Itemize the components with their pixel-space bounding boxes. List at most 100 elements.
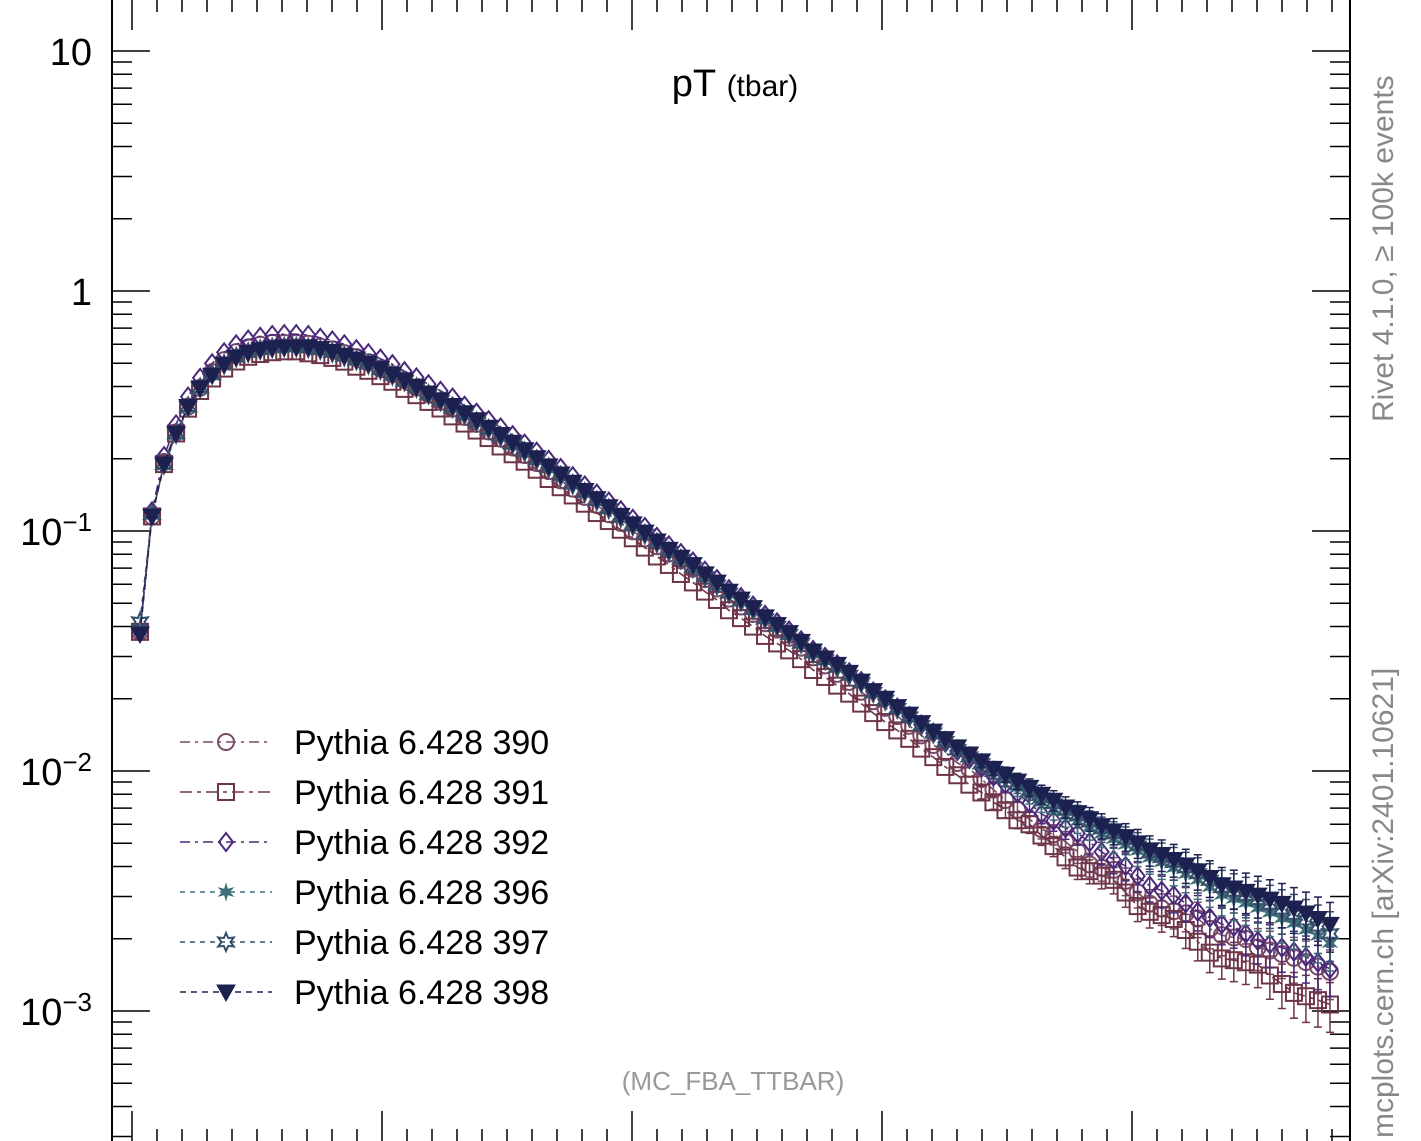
series-5 bbox=[130, 335, 1340, 963]
data-point bbox=[502, 432, 523, 456]
data-point bbox=[550, 464, 571, 488]
analysis-label: (MC_FBA_TTBAR) bbox=[622, 1066, 844, 1096]
data-point bbox=[646, 531, 667, 555]
data-point bbox=[1189, 901, 1207, 923]
data-point bbox=[130, 626, 150, 644]
data-point bbox=[442, 396, 463, 420]
series-layer bbox=[130, 323, 1340, 1034]
data-point bbox=[731, 589, 751, 613]
data-point bbox=[1237, 923, 1255, 945]
data-point bbox=[1285, 940, 1303, 963]
y-tick-label: 10−1 bbox=[20, 507, 92, 554]
data-point bbox=[1200, 943, 1219, 962]
data-point bbox=[1141, 875, 1158, 897]
legend-marker bbox=[216, 984, 236, 1003]
legend-label: Pythia 6.428 390 bbox=[294, 724, 549, 762]
data-point bbox=[142, 508, 162, 527]
data-point bbox=[1284, 983, 1303, 1002]
data-point bbox=[1081, 831, 1098, 853]
legend-label: Pythia 6.428 391 bbox=[294, 774, 549, 812]
data-point bbox=[202, 367, 222, 386]
legend-label: Pythia 6.428 392 bbox=[294, 824, 549, 862]
data-point bbox=[682, 556, 703, 580]
data-point bbox=[1032, 826, 1051, 845]
data-point bbox=[514, 440, 535, 464]
data-point bbox=[526, 448, 547, 472]
data-point bbox=[538, 456, 559, 480]
data-point bbox=[562, 472, 583, 496]
data-point bbox=[1129, 865, 1146, 887]
data-point bbox=[1201, 906, 1219, 929]
data-point bbox=[1212, 949, 1231, 968]
data-point bbox=[154, 456, 174, 475]
data-point bbox=[839, 664, 860, 683]
legend-entry: Pythia 6.428 398 bbox=[180, 974, 549, 1012]
data-point bbox=[1116, 883, 1135, 902]
data-point bbox=[622, 514, 643, 538]
data-point bbox=[226, 349, 247, 368]
data-point bbox=[887, 697, 908, 721]
data-point bbox=[875, 688, 896, 712]
data-point bbox=[851, 673, 872, 692]
data-point bbox=[791, 633, 811, 652]
data-point bbox=[731, 591, 751, 610]
data-point bbox=[274, 339, 295, 358]
data-point bbox=[900, 729, 919, 748]
data-point bbox=[827, 656, 848, 679]
data-point bbox=[1045, 810, 1062, 832]
data-point bbox=[1224, 951, 1243, 970]
data-point bbox=[923, 721, 944, 745]
data-point bbox=[948, 766, 967, 785]
data-point bbox=[911, 714, 932, 738]
data-point bbox=[1296, 987, 1315, 1006]
legend: Pythia 6.428 390 Pythia 6.428 391 Pythia 6… bbox=[180, 724, 549, 1012]
legend-marker bbox=[217, 882, 235, 902]
legend-entry: Pythia 6.428 396 bbox=[180, 874, 549, 912]
data-point bbox=[658, 540, 679, 563]
data-point bbox=[996, 801, 1015, 820]
data-point bbox=[1153, 880, 1170, 902]
y-tick-label: 1 bbox=[71, 272, 92, 314]
side-label-top: Rivet 4.1.0, ≥ 100k events bbox=[1367, 75, 1400, 422]
legend-label: Pythia 6.428 396 bbox=[294, 874, 549, 912]
data-point bbox=[851, 671, 872, 695]
data-point bbox=[899, 705, 920, 729]
data-point bbox=[719, 581, 739, 605]
data-point bbox=[1297, 946, 1315, 968]
data-point bbox=[262, 340, 283, 358]
data-point bbox=[779, 625, 799, 643]
data-point bbox=[670, 547, 691, 571]
data-point bbox=[694, 565, 715, 589]
data-point bbox=[1008, 811, 1027, 830]
data-point bbox=[178, 399, 198, 417]
legend-marker bbox=[217, 831, 235, 853]
data-point bbox=[214, 356, 234, 375]
legend-marker bbox=[216, 930, 236, 954]
data-point bbox=[959, 745, 980, 769]
legend-marker bbox=[217, 733, 235, 751]
data-point bbox=[935, 730, 956, 754]
data-point bbox=[1140, 902, 1159, 921]
series-line bbox=[139, 350, 1331, 1006]
data-point bbox=[839, 664, 860, 687]
data-point bbox=[1128, 897, 1147, 916]
data-point bbox=[1165, 884, 1182, 906]
data-point bbox=[1261, 933, 1279, 955]
data-point bbox=[454, 403, 475, 427]
data-point bbox=[250, 342, 271, 360]
data-point bbox=[1273, 937, 1291, 959]
data-point bbox=[1309, 952, 1327, 974]
y-tick-label: 10−3 bbox=[20, 987, 92, 1034]
data-point bbox=[1321, 958, 1339, 980]
data-point bbox=[1105, 849, 1122, 871]
data-point bbox=[743, 600, 763, 618]
data-point bbox=[430, 389, 451, 413]
data-point bbox=[634, 522, 655, 546]
data-point bbox=[1069, 822, 1086, 844]
data-point bbox=[466, 410, 487, 434]
data-point bbox=[852, 694, 871, 713]
data-point bbox=[707, 574, 727, 593]
data-point bbox=[598, 499, 619, 517]
data-point bbox=[1019, 779, 1040, 803]
data-point bbox=[190, 380, 210, 398]
